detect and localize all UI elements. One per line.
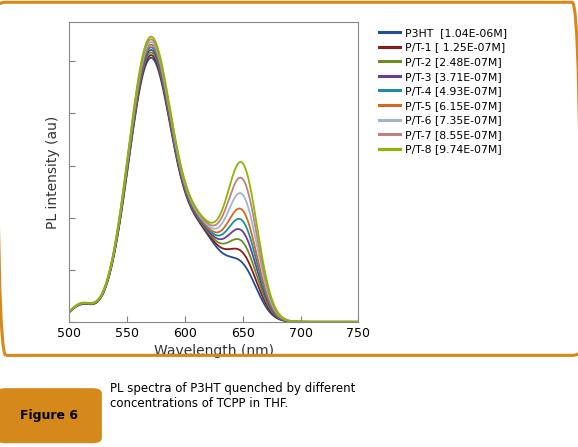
FancyBboxPatch shape	[0, 389, 101, 443]
P/T-8 [9.74E-07M]	[117, 207, 124, 212]
P/T-7 [8.55E-07M]	[140, 51, 147, 57]
Line: P/T-6 [7.35E-07M]: P/T-6 [7.35E-07M]	[69, 42, 358, 322]
P/T-8 [9.74E-07M]	[284, 317, 291, 323]
P3HT  [1.04E-06M]	[355, 319, 362, 325]
P/T-3 [3.71E-07M]	[66, 309, 73, 314]
P/T-7 [8.55E-07M]	[197, 213, 204, 219]
P/T-5 [6.15E-07M]	[140, 56, 147, 62]
P/T-7 [8.55E-07M]	[147, 37, 154, 42]
Y-axis label: PL intensity (au): PL intensity (au)	[46, 115, 60, 229]
Text: Figure 6: Figure 6	[20, 409, 78, 422]
P/T-7 [8.55E-07M]	[236, 175, 243, 180]
P/T-1 [ 1.25E-07M]	[284, 318, 291, 324]
P/T-8 [9.74E-07M]	[140, 49, 147, 54]
Legend: P3HT  [1.04E-06M], P/T-1 [ 1.25E-07M], P/T-2 [2.48E-07M], P/T-3 [3.71E-07M], P/T: P3HT [1.04E-06M], P/T-1 [ 1.25E-07M], P/…	[375, 25, 510, 158]
P/T-1 [ 1.25E-07M]	[140, 66, 147, 72]
P3HT  [1.04E-06M]	[284, 319, 291, 324]
P3HT  [1.04E-06M]	[117, 215, 124, 220]
P/T-3 [3.71E-07M]	[197, 218, 204, 224]
P/T-2 [2.48E-07M]	[260, 290, 266, 295]
P/T-1 [ 1.25E-07M]	[355, 319, 362, 325]
P/T-6 [7.35E-07M]	[197, 215, 204, 220]
P/T-2 [2.48E-07M]	[355, 319, 362, 325]
P/T-4 [4.93E-07M]	[197, 217, 204, 222]
P/T-4 [4.93E-07M]	[66, 309, 73, 314]
P/T-7 [8.55E-07M]	[66, 309, 73, 314]
P/T-5 [6.15E-07M]	[147, 42, 154, 47]
Line: P/T-1 [ 1.25E-07M]: P/T-1 [ 1.25E-07M]	[69, 55, 358, 322]
P/T-5 [6.15E-07M]	[66, 309, 73, 314]
P3HT  [1.04E-06M]	[147, 55, 154, 60]
P/T-5 [6.15E-07M]	[355, 319, 362, 325]
P/T-3 [3.71E-07M]	[140, 61, 147, 67]
P/T-4 [4.93E-07M]	[260, 282, 266, 287]
X-axis label: Wavelength (nm): Wavelength (nm)	[154, 344, 274, 358]
P/T-6 [7.35E-07M]	[147, 39, 154, 45]
P/T-6 [7.35E-07M]	[355, 319, 362, 325]
P/T-4 [4.93E-07M]	[284, 318, 291, 324]
P/T-1 [ 1.25E-07M]	[236, 248, 243, 253]
P/T-1 [ 1.25E-07M]	[260, 295, 266, 300]
Line: P/T-3 [3.71E-07M]: P/T-3 [3.71E-07M]	[69, 50, 358, 322]
P/T-1 [ 1.25E-07M]	[147, 52, 154, 58]
P/T-5 [6.15E-07M]	[197, 215, 204, 221]
P/T-3 [3.71E-07M]	[117, 212, 124, 217]
P/T-8 [9.74E-07M]	[236, 159, 243, 164]
P3HT  [1.04E-06M]	[197, 221, 204, 227]
P/T-3 [3.71E-07M]	[147, 47, 154, 53]
P/T-7 [8.55E-07M]	[284, 317, 291, 323]
P/T-6 [7.35E-07M]	[260, 271, 266, 276]
P/T-1 [ 1.25E-07M]	[66, 309, 73, 315]
P/T-2 [2.48E-07M]	[147, 50, 154, 55]
P/T-2 [2.48E-07M]	[197, 219, 204, 224]
P/T-2 [2.48E-07M]	[284, 318, 291, 324]
P/T-6 [7.35E-07M]	[117, 209, 124, 214]
Line: P/T-5 [6.15E-07M]: P/T-5 [6.15E-07M]	[69, 45, 358, 322]
P/T-8 [9.74E-07M]	[355, 319, 362, 325]
Line: P3HT  [1.04E-06M]: P3HT [1.04E-06M]	[69, 58, 358, 322]
P/T-7 [8.55E-07M]	[117, 208, 124, 213]
P/T-8 [9.74E-07M]	[66, 308, 73, 314]
P/T-4 [4.93E-07M]	[147, 45, 154, 50]
P/T-6 [7.35E-07M]	[140, 54, 147, 59]
P/T-3 [3.71E-07M]	[260, 286, 266, 291]
P/T-2 [2.48E-07M]	[140, 64, 147, 69]
P3HT  [1.04E-06M]	[236, 258, 243, 263]
P/T-4 [4.93E-07M]	[236, 216, 243, 222]
Line: P/T-4 [4.93E-07M]: P/T-4 [4.93E-07M]	[69, 47, 358, 322]
P/T-4 [4.93E-07M]	[117, 211, 124, 216]
P3HT  [1.04E-06M]	[260, 299, 266, 304]
P/T-5 [6.15E-07M]	[284, 318, 291, 323]
P/T-8 [9.74E-07M]	[147, 34, 154, 39]
P/T-4 [4.93E-07M]	[140, 59, 147, 64]
P/T-6 [7.35E-07M]	[284, 318, 291, 323]
Text: PL spectra of P3HT quenched by different
concentrations of TCPP in THF.: PL spectra of P3HT quenched by different…	[110, 382, 355, 409]
P/T-4 [4.93E-07M]	[355, 319, 362, 325]
P/T-7 [8.55E-07M]	[260, 265, 266, 270]
Line: P/T-8 [9.74E-07M]: P/T-8 [9.74E-07M]	[69, 37, 358, 322]
P/T-8 [9.74E-07M]	[260, 258, 266, 264]
P3HT  [1.04E-06M]	[140, 69, 147, 74]
Line: P/T-2 [2.48E-07M]: P/T-2 [2.48E-07M]	[69, 53, 358, 322]
P/T-1 [ 1.25E-07M]	[197, 220, 204, 226]
P/T-3 [3.71E-07M]	[355, 319, 362, 325]
P/T-8 [9.74E-07M]	[197, 212, 204, 217]
P/T-6 [7.35E-07M]	[236, 190, 243, 196]
P3HT  [1.04E-06M]	[66, 309, 73, 315]
P/T-3 [3.71E-07M]	[236, 227, 243, 232]
P/T-2 [2.48E-07M]	[117, 213, 124, 219]
P/T-5 [6.15E-07M]	[260, 278, 266, 283]
P/T-2 [2.48E-07M]	[236, 237, 243, 243]
P/T-1 [ 1.25E-07M]	[117, 214, 124, 219]
P/T-2 [2.48E-07M]	[66, 309, 73, 315]
P/T-3 [3.71E-07M]	[284, 318, 291, 324]
P/T-5 [6.15E-07M]	[117, 210, 124, 215]
P/T-6 [7.35E-07M]	[66, 309, 73, 314]
P/T-5 [6.15E-07M]	[236, 206, 243, 211]
Line: P/T-7 [8.55E-07M]: P/T-7 [8.55E-07M]	[69, 39, 358, 322]
P/T-7 [8.55E-07M]	[355, 319, 362, 325]
